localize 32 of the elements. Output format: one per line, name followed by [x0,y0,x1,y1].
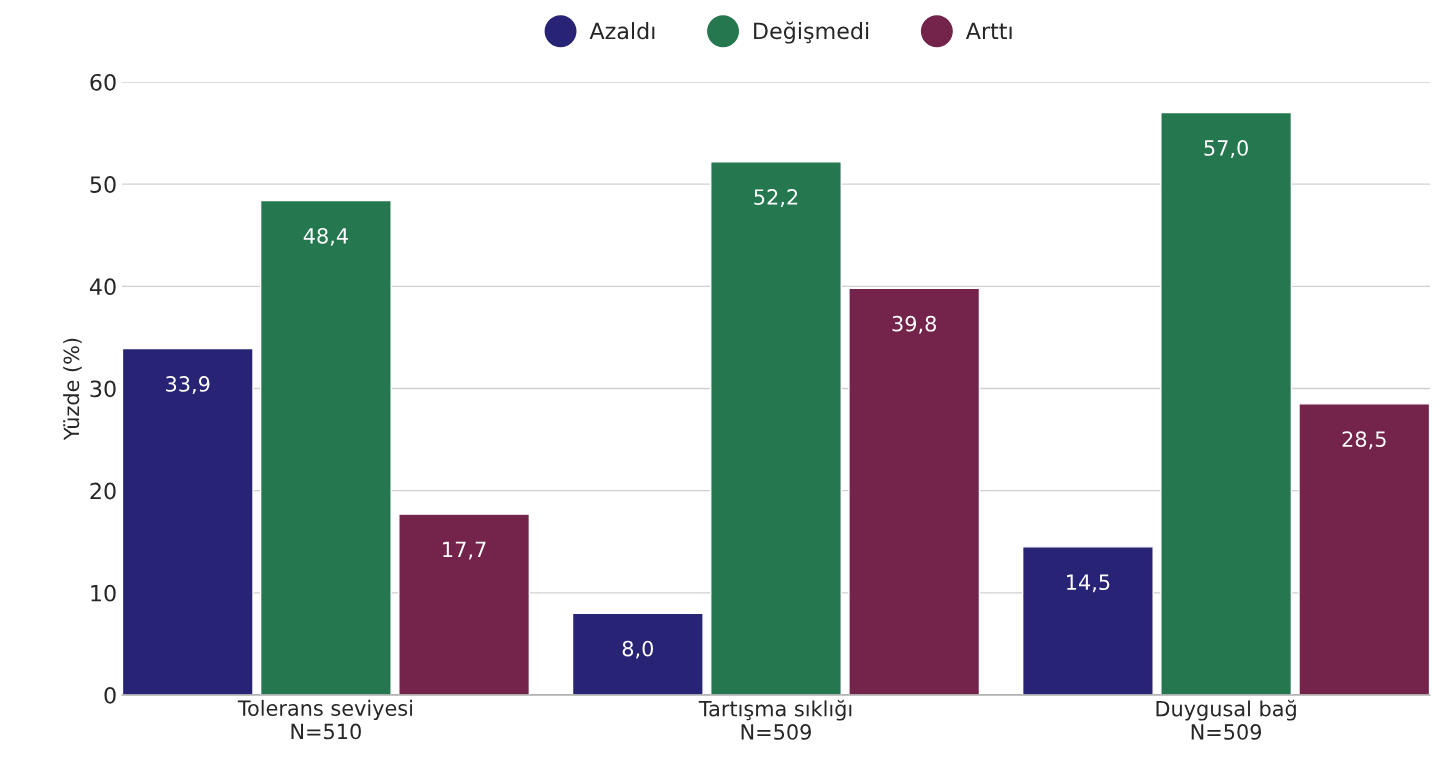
bar [1298,403,1430,695]
bar [398,513,531,695]
y-axis-title: Yüzde (%) [63,338,82,441]
legend-label: Azaldı [589,22,655,40]
bar [710,160,842,695]
legend-label: Değişmedi [754,21,869,44]
y-tick-label: 20 [90,482,116,500]
data-label: 52,2 [754,189,798,207]
data-label: 8,0 [622,640,653,659]
y-tick-label: 0 [104,686,116,704]
data-label: 57,0 [1204,140,1248,158]
bar [1160,111,1293,695]
data-label: 17,7 [443,541,486,560]
data-label: 14,5 [1067,574,1110,593]
x-tick-label: Tartışma sıklığı N=509 [698,699,852,740]
bar [571,612,704,695]
bar [122,347,254,695]
x-tick-label: Tolerans seviyesi N=510 [237,699,413,740]
y-tick-label: 30 [90,380,116,398]
bar [259,199,392,695]
data-label: 28,5 [1342,431,1386,450]
y-tick-label: 10 [91,584,116,602]
bar [1021,546,1154,695]
data-label: 33,9 [166,376,210,394]
y-tick-label: 60 [90,73,116,91]
y-tick-label: 50 [90,176,116,193]
x-tick-label: Duygusal bağ N=509 [1156,699,1296,740]
y-tick-label: 40 [89,278,116,296]
bar [848,287,981,695]
legend-label: Arttı [965,22,1012,39]
data-label: 39,8 [892,315,936,334]
data-label: 48,4 [303,227,348,246]
